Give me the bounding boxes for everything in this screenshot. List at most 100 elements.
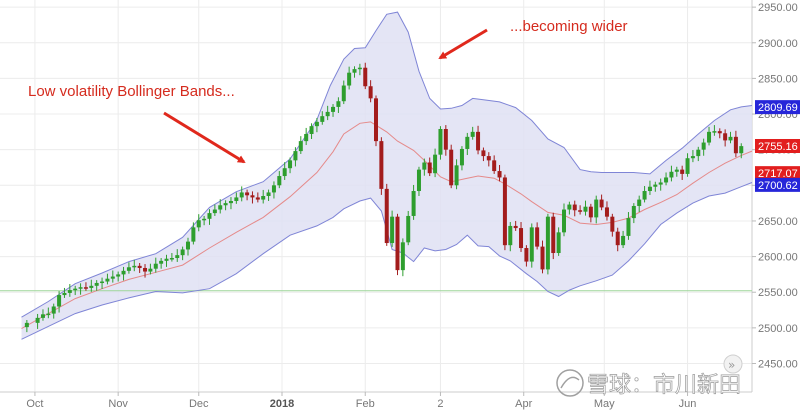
time-tick-label: Apr xyxy=(515,398,532,410)
candle xyxy=(105,273,110,285)
candle xyxy=(717,128,722,139)
candle xyxy=(100,277,105,290)
candle xyxy=(427,157,432,177)
candle-body xyxy=(331,106,336,112)
candle-body xyxy=(707,131,712,143)
candle xyxy=(320,111,325,125)
candle xyxy=(245,189,250,201)
candle xyxy=(728,131,733,144)
candle-body xyxy=(470,131,475,137)
candle-body xyxy=(416,169,421,192)
candle xyxy=(24,320,29,333)
candle-body xyxy=(459,148,464,166)
candle xyxy=(78,283,83,295)
candle-body xyxy=(604,207,609,217)
candle xyxy=(218,199,223,214)
time-tick-label: May xyxy=(594,398,615,410)
candle xyxy=(476,125,481,155)
candle-body xyxy=(277,176,282,186)
candle-body xyxy=(282,168,287,177)
settings-gear-icon[interactable] xyxy=(723,354,743,374)
candle xyxy=(384,183,389,246)
candle xyxy=(400,238,405,277)
candle-body xyxy=(132,265,137,268)
candle-body xyxy=(717,131,722,134)
candle-body xyxy=(271,185,276,193)
candle-body xyxy=(196,220,201,228)
candle-body xyxy=(212,209,217,214)
band-fill xyxy=(21,12,752,340)
candle xyxy=(89,279,94,292)
candle-body xyxy=(100,281,105,284)
candle xyxy=(631,203,636,224)
candle-body xyxy=(701,142,706,150)
candle-body xyxy=(599,199,604,208)
snowball-logo-icon xyxy=(556,369,584,397)
candle-body xyxy=(674,169,679,172)
candle-body xyxy=(588,206,593,218)
candle-body xyxy=(191,227,196,242)
candle-body xyxy=(57,295,62,307)
candle xyxy=(422,158,427,176)
candle-body xyxy=(621,235,626,246)
candle-body xyxy=(374,98,378,142)
candle xyxy=(664,172,669,186)
candle-body xyxy=(529,227,534,262)
price-tick-label: 2600.00 xyxy=(758,252,798,264)
candle xyxy=(368,80,373,103)
candle-body xyxy=(89,285,94,288)
candle-body xyxy=(728,136,733,141)
candle-body xyxy=(690,156,695,159)
candle xyxy=(137,262,142,273)
candle-body xyxy=(422,162,427,170)
candle-body xyxy=(94,282,99,286)
candle-body xyxy=(24,322,29,328)
candle xyxy=(347,66,352,90)
candle xyxy=(341,80,346,105)
candle-body xyxy=(395,216,400,271)
candle-body xyxy=(228,200,233,204)
candle-body xyxy=(35,317,40,323)
candle-body xyxy=(712,131,717,133)
candle-body xyxy=(126,267,131,271)
candle-body xyxy=(411,191,416,216)
candlesticks xyxy=(24,62,744,333)
candle xyxy=(690,150,695,163)
candle xyxy=(277,171,282,189)
candle-body xyxy=(304,133,309,142)
candle-body xyxy=(669,171,674,178)
candle-body xyxy=(121,270,126,275)
candle xyxy=(196,214,201,232)
candle xyxy=(723,129,728,147)
candle xyxy=(481,147,486,162)
candle-body xyxy=(513,225,518,229)
watermark: » 雪球：市川新田 xyxy=(556,354,743,397)
candle-body xyxy=(545,216,550,270)
candle xyxy=(674,166,679,177)
candle-body xyxy=(159,260,164,264)
candle-body xyxy=(615,231,620,246)
candle xyxy=(153,257,158,273)
candle xyxy=(492,155,497,174)
candle xyxy=(519,222,524,252)
price-badge-box xyxy=(755,100,800,115)
candle-body xyxy=(400,242,405,271)
candle xyxy=(739,143,744,159)
candle xyxy=(255,192,260,203)
candle xyxy=(653,181,658,192)
candle xyxy=(497,164,502,182)
candle xyxy=(637,195,642,213)
candle-body xyxy=(567,204,572,210)
candle xyxy=(680,165,685,180)
candle xyxy=(647,180,652,195)
candle-body xyxy=(631,205,636,219)
candle xyxy=(35,313,40,329)
price-tick-label: 2500.00 xyxy=(758,323,798,335)
candle-body xyxy=(62,292,67,296)
candle xyxy=(433,148,438,178)
candle-body xyxy=(486,156,491,161)
candle-body xyxy=(433,154,438,174)
candle xyxy=(298,136,303,154)
candle-body xyxy=(454,165,459,186)
candle xyxy=(604,201,609,221)
